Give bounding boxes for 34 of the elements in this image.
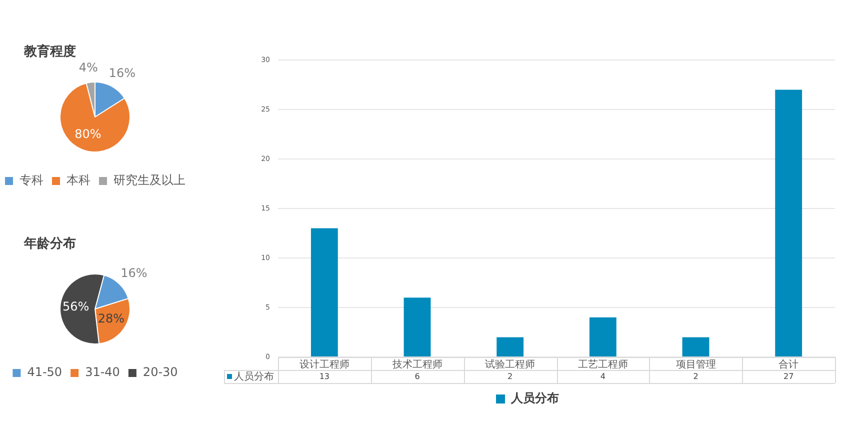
bar xyxy=(310,228,338,356)
text: 人员分布 xyxy=(234,372,274,383)
x-tick-label: 试验工程师 xyxy=(485,358,536,371)
data-label: 56% xyxy=(62,300,90,314)
legend-label: 专科 xyxy=(20,173,44,188)
x-tick-label: 设计工程师 xyxy=(299,358,350,371)
data-label: 2 xyxy=(693,372,698,382)
legend-label: 研究生及以上 xyxy=(114,173,186,188)
legend-label: 本科 xyxy=(66,173,90,188)
chart-title: 教育程度 xyxy=(23,43,76,60)
data-label: 27 xyxy=(783,372,794,382)
chart-title: 年龄分布 xyxy=(23,236,76,252)
data-label: 4% xyxy=(78,60,98,75)
data-label: 13 xyxy=(319,372,330,382)
data-label: 80% xyxy=(74,127,102,142)
legend-label: 人员分布 xyxy=(510,391,559,406)
bar xyxy=(775,90,802,356)
data-label: 2 xyxy=(508,372,513,382)
legend-label: 41-50 xyxy=(27,365,62,380)
x-tick-label: 工艺工程师 xyxy=(578,358,628,371)
x-tick-label: 技术工程师 xyxy=(391,358,442,371)
x-tick-label: 合计 xyxy=(778,358,799,371)
data-label: 6 xyxy=(414,372,420,382)
data-label: 16% xyxy=(108,66,136,80)
bar xyxy=(682,337,710,356)
bar xyxy=(589,317,616,356)
bar xyxy=(404,298,431,356)
data-label: 4 xyxy=(600,372,606,382)
data-label: 28% xyxy=(98,312,124,326)
legend-label: 20-30 xyxy=(142,365,178,380)
data-label: 16% xyxy=(120,266,148,280)
legend-label: 31-40 xyxy=(85,365,120,380)
x-tick-label: 项目管理 xyxy=(676,360,716,371)
bar xyxy=(496,337,524,356)
